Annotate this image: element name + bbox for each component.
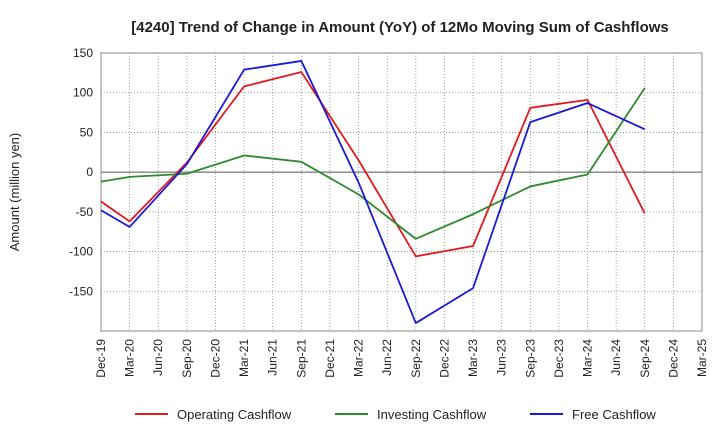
x-tick-label: Sep-23 bbox=[523, 339, 537, 378]
x-tick-label: Sep-21 bbox=[294, 339, 308, 378]
x-tick-label: Mar-23 bbox=[466, 339, 480, 377]
legend: Operating Cashflow Investing Cashflow Free… bbox=[135, 407, 656, 422]
x-tick-label: Sep-22 bbox=[409, 339, 423, 378]
y-tick-label: -100 bbox=[69, 245, 93, 259]
free-cashflow-line bbox=[100, 60, 646, 324]
x-tick-label: Mar-21 bbox=[237, 339, 251, 377]
plot-frame bbox=[100, 52, 703, 332]
x-tick-label: Mar-20 bbox=[123, 339, 137, 377]
x-tick-label: Jun-20 bbox=[151, 339, 165, 376]
x-tick-label: Sep-24 bbox=[638, 339, 652, 378]
chart-title: [4240] Trend of Change in Amount (YoY) o… bbox=[131, 19, 669, 36]
y-tick-label: 50 bbox=[80, 125, 94, 139]
y-tick-label: -50 bbox=[76, 205, 94, 219]
y-tick-label: 100 bbox=[73, 86, 93, 100]
y-tick-label: 0 bbox=[86, 165, 93, 179]
investing-cashflow-legend-label: Investing Cashflow bbox=[377, 407, 487, 422]
x-tick-label: Dec-23 bbox=[552, 339, 566, 378]
x-tick-label: Jun-21 bbox=[266, 339, 280, 376]
x-tick-label: Jun-23 bbox=[495, 339, 509, 376]
x-tick-label: Jun-24 bbox=[609, 339, 623, 376]
series-lines bbox=[100, 60, 646, 324]
investing-cashflow-line bbox=[100, 87, 646, 240]
x-tick-label: Mar-22 bbox=[352, 339, 366, 377]
y-axis-label: Amount (million yen) bbox=[7, 133, 22, 252]
x-tick-label: Dec-20 bbox=[208, 339, 222, 378]
y-tick-label: 150 bbox=[73, 46, 93, 60]
x-tick-label: Jun-22 bbox=[380, 339, 394, 376]
axes: 150 100 50 0 -50 -100 -150 Dec-19 Mar-20 Jun-20 Se… bbox=[69, 46, 709, 378]
operating-cashflow-line bbox=[100, 71, 646, 258]
x-tick-label: Dec-22 bbox=[437, 339, 451, 378]
x-tick-label: Dec-24 bbox=[666, 339, 680, 378]
x-tick-label: Sep-20 bbox=[180, 339, 194, 378]
operating-cashflow-legend-label: Operating Cashflow bbox=[177, 407, 292, 422]
x-tick-label: Mar-25 bbox=[695, 339, 709, 377]
y-tick-label: -150 bbox=[69, 284, 93, 298]
x-tick-label: Dec-21 bbox=[323, 339, 337, 378]
free-cashflow-legend-label: Free Cashflow bbox=[572, 407, 656, 422]
x-tick-label: Mar-24 bbox=[581, 339, 595, 377]
x-tick-label: Dec-19 bbox=[94, 339, 108, 378]
